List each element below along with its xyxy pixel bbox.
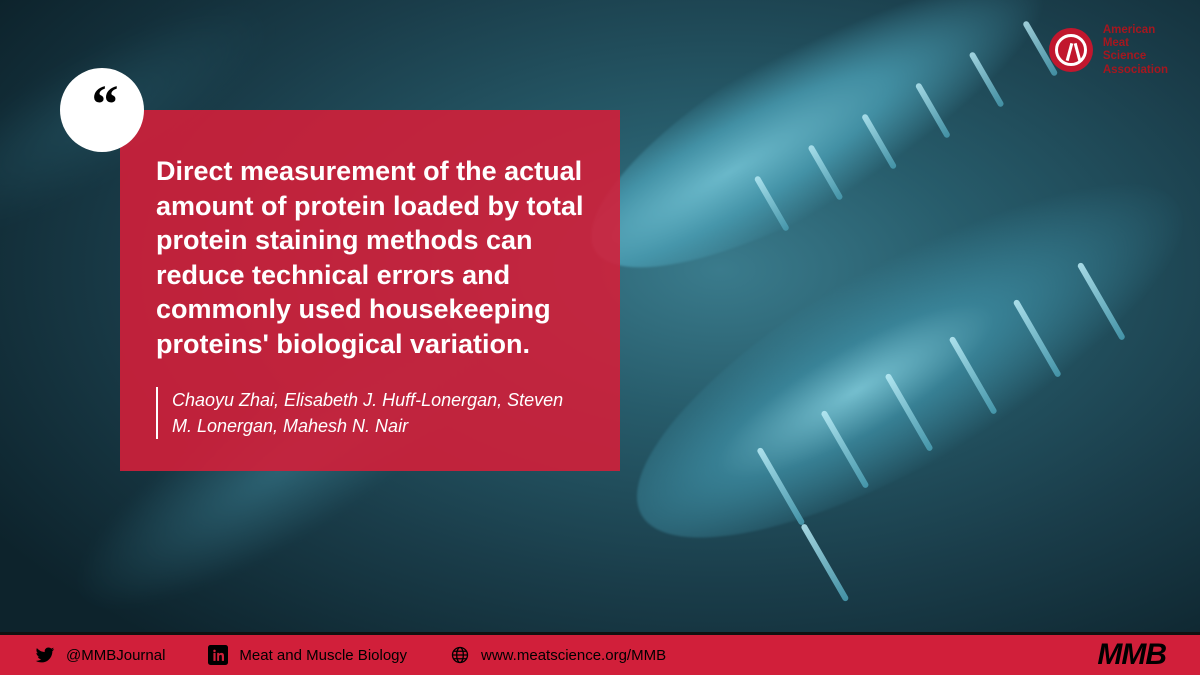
byline-text: Chaoyu Zhai, Elisabeth J. Huff-Lonergan,… [172, 387, 584, 439]
quote-card-graphic: American Meat Science Association “ Dire… [0, 0, 1200, 675]
twitter-icon [34, 644, 56, 666]
linkedin-link[interactable]: Meat and Muscle Biology [207, 644, 407, 666]
twitter-link[interactable]: @MMBJournal [34, 644, 165, 666]
linkedin-icon [207, 644, 229, 666]
footer-bar: @MMBJournal Meat and Muscle Biology www.… [0, 635, 1200, 675]
byline-rule [156, 387, 158, 439]
quote-card: Direct measurement of the actual amount … [120, 110, 620, 471]
amsa-line: Meat [1103, 37, 1168, 50]
amsa-line: American [1103, 24, 1168, 37]
amsa-logo: American Meat Science Association [1049, 24, 1168, 77]
amsa-line: Science [1103, 50, 1168, 63]
amsa-logo-mark [1049, 28, 1093, 72]
website-url: www.meatscience.org/MMB [481, 647, 666, 664]
amsa-logo-text: American Meat Science Association [1103, 24, 1168, 77]
mmb-wordmark: MMB [1097, 638, 1166, 672]
linkedin-label: Meat and Muscle Biology [239, 647, 407, 664]
quote-text: Direct measurement of the actual amount … [156, 154, 584, 361]
open-quote-icon: “ [92, 88, 113, 120]
website-link[interactable]: www.meatscience.org/MMB [449, 644, 666, 666]
byline-block: Chaoyu Zhai, Elisabeth J. Huff-Lonergan,… [156, 387, 584, 439]
twitter-handle: @MMBJournal [66, 647, 165, 664]
globe-icon [449, 644, 471, 666]
open-quote-badge: “ [60, 68, 144, 152]
amsa-line: Association [1103, 64, 1168, 77]
